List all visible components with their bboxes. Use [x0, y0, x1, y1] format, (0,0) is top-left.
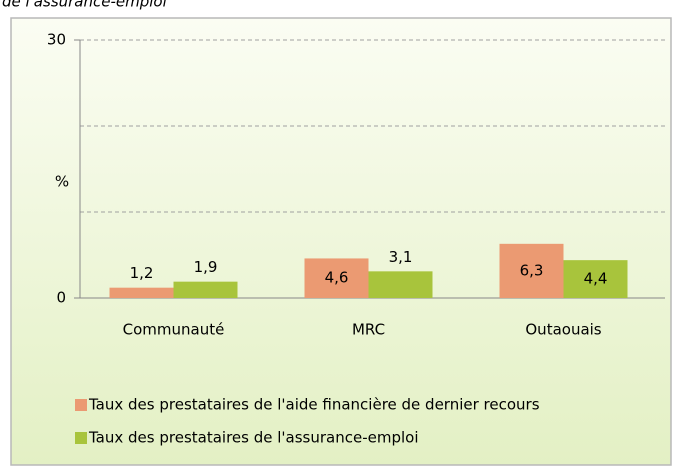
chart-frame: [10, 17, 672, 466]
chart-title: de l'assurance-emploi: [2, 0, 168, 11]
legend-label: Taux des prestataires de l'assurance-emp…: [88, 429, 419, 447]
x-tick-label: Communauté: [123, 321, 225, 339]
bar: [499, 243, 564, 298]
data-label: 1,2: [130, 264, 154, 282]
legend-swatch: [75, 399, 87, 411]
legend-label: Taux des prestataires de l'aide financiè…: [88, 396, 540, 414]
data-label: 4,6: [325, 269, 349, 287]
y-tick-label: 0: [56, 289, 66, 307]
bar: [563, 260, 628, 298]
data-label: 4,4: [584, 270, 608, 288]
x-tick-label: MRC: [352, 321, 385, 339]
x-tick-label: Outaouais: [525, 321, 601, 339]
bar: [173, 281, 238, 298]
legend-swatch: [75, 432, 87, 444]
y-tick-label: 30: [47, 31, 66, 49]
bar: [109, 287, 174, 298]
y-axis-label: %: [55, 173, 69, 191]
data-label: 6,3: [520, 261, 544, 279]
bar: [368, 271, 433, 298]
data-label: 1,9: [194, 258, 218, 276]
data-label: 3,1: [389, 248, 413, 266]
bar: [304, 258, 369, 298]
